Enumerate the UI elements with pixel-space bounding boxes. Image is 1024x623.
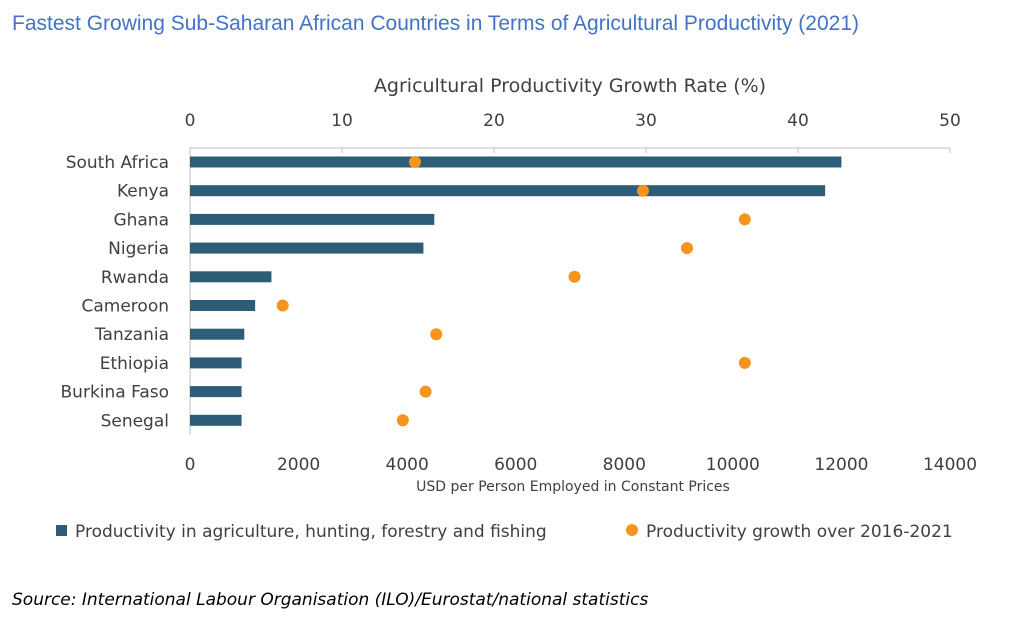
productivity-bar [190,271,272,283]
growth-dot [430,328,443,341]
category-label: Ghana [113,210,169,230]
productivity-bar [190,213,435,225]
growth-dot [408,156,421,168]
category-label: Burkina Faso [61,383,169,403]
category-label: South Africa [66,153,169,173]
bottom-tick-label: 8000 [603,455,646,475]
productivity-bar [190,300,256,311]
productivity-bar [190,185,826,197]
top-tick-label: 10 [331,111,353,131]
legend-bar-label: Productivity in agriculture, hunting, fo… [75,522,547,542]
category-label: Rwanda [101,268,169,288]
category-label: Nigeria [108,239,169,259]
productivity-bar [190,328,245,340]
legend-bar-swatch [56,524,67,536]
growth-dot [636,184,649,197]
top-axis-title: Agricultural Productivity Growth Rate (%… [374,75,766,97]
source-note: Source: International Labour Organisatio… [12,590,649,610]
category-label: Ethiopia [100,354,169,374]
productivity-bar [190,414,242,426]
growth-dot [396,414,409,427]
growth-dot [568,270,581,283]
growth-dot [738,356,751,369]
category-label: Cameroon [82,297,170,317]
bottom-tick-label: 4000 [386,455,429,475]
bottom-tick-label: 12000 [814,455,868,475]
top-tick-label: 30 [635,111,657,131]
category-label: Kenya [117,182,169,202]
growth-dot [681,242,694,255]
bottom-tick-label: 6000 [494,455,537,475]
top-tick-label: 50 [939,111,961,131]
bottom-tick-label: 10000 [706,455,760,475]
bottom-axis-title: USD per Person Employed in Constant Pric… [416,479,730,495]
bottom-tick-label: 0 [185,455,196,475]
category-label: Tanzania [94,325,169,345]
productivity-bar [190,386,242,398]
top-tick-label: 0 [185,111,196,131]
productivity-bar [190,156,842,168]
growth-dot [276,299,289,312]
legend-item-bar: Productivity in agriculture, hunting, fo… [56,522,547,542]
chart-title: Fastest Growing Sub-Saharan African Coun… [12,12,859,35]
productivity-bar [190,357,242,369]
bottom-tick-label: 14000 [923,455,977,475]
legend-item-dot: Productivity growth over 2016-2021 [626,522,953,542]
productivity-bar [190,242,424,254]
growth-dot [738,213,751,226]
legend-dot-label: Productivity growth over 2016-2021 [646,522,953,542]
bottom-tick-label: 2000 [277,455,320,475]
category-label: Senegal [101,411,169,431]
top-tick-label: 40 [787,111,809,131]
top-tick-label: 20 [483,111,505,131]
growth-dot [419,385,432,398]
legend-dot-swatch [626,524,638,536]
